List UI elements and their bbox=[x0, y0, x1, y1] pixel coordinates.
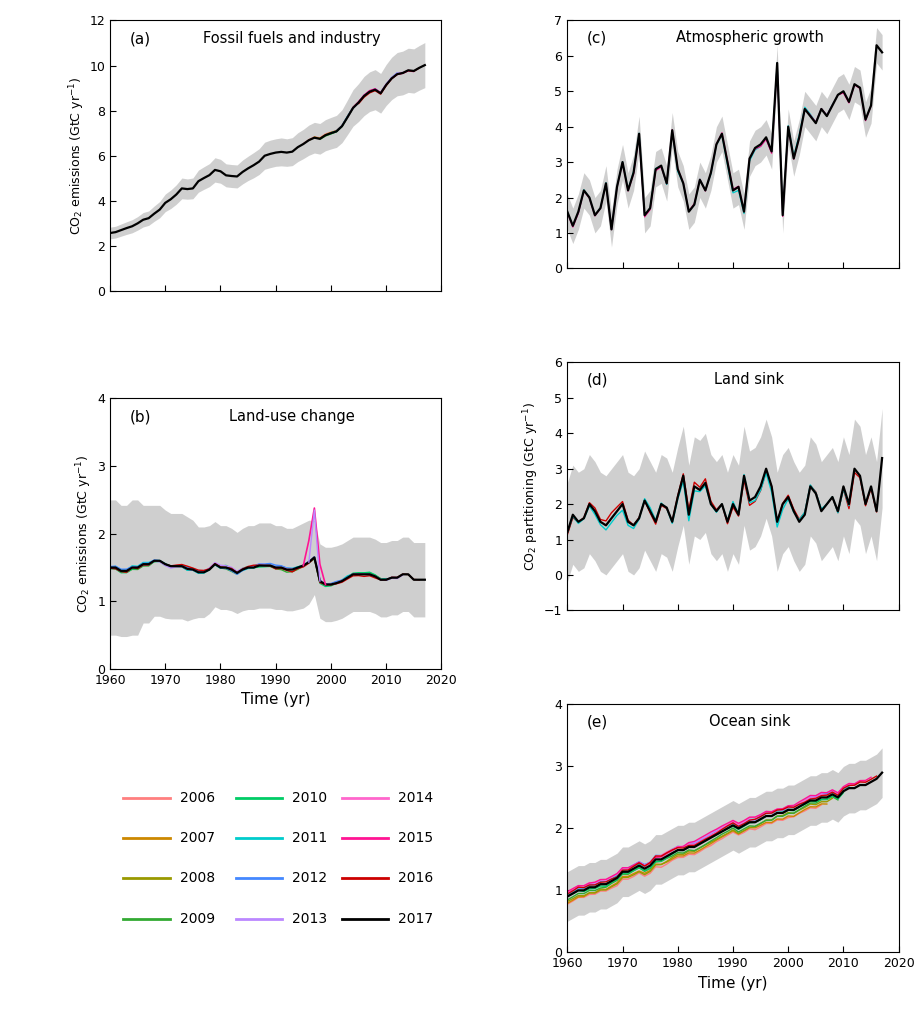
Text: 2010: 2010 bbox=[293, 791, 327, 805]
Text: Land sink: Land sink bbox=[714, 373, 785, 387]
Y-axis label: CO$_2$ emissions (GtC yr$^{-1}$): CO$_2$ emissions (GtC yr$^{-1}$) bbox=[75, 455, 94, 613]
Text: 2017: 2017 bbox=[398, 912, 434, 926]
Text: 2011: 2011 bbox=[293, 831, 327, 845]
Text: Ocean sink: Ocean sink bbox=[709, 715, 790, 729]
Text: 2008: 2008 bbox=[180, 871, 215, 886]
Text: 2007: 2007 bbox=[180, 831, 215, 845]
Text: 2006: 2006 bbox=[180, 791, 215, 805]
X-axis label: Time (yr): Time (yr) bbox=[698, 976, 768, 991]
X-axis label: Time (yr): Time (yr) bbox=[241, 692, 311, 708]
Text: Land-use change: Land-use change bbox=[229, 410, 355, 424]
Y-axis label: CO$_2$ partitioning (GtC yr$^{-1}$): CO$_2$ partitioning (GtC yr$^{-1}$) bbox=[522, 402, 541, 570]
Text: (e): (e) bbox=[587, 715, 609, 729]
Y-axis label: CO$_2$ emissions (GtC yr$^{-1}$): CO$_2$ emissions (GtC yr$^{-1}$) bbox=[67, 77, 86, 234]
Text: (d): (d) bbox=[587, 373, 609, 387]
Text: 2012: 2012 bbox=[293, 871, 327, 886]
Text: (c): (c) bbox=[587, 31, 607, 45]
Text: Fossil fuels and industry: Fossil fuels and industry bbox=[204, 32, 381, 46]
Text: 2009: 2009 bbox=[180, 912, 215, 926]
Text: 2015: 2015 bbox=[398, 831, 434, 845]
Text: (b): (b) bbox=[130, 410, 151, 424]
Text: 2014: 2014 bbox=[398, 791, 434, 805]
Text: 2013: 2013 bbox=[293, 912, 327, 926]
Text: 2016: 2016 bbox=[398, 871, 434, 886]
Text: (a): (a) bbox=[130, 32, 151, 46]
Text: Atmospheric growth: Atmospheric growth bbox=[676, 31, 823, 45]
